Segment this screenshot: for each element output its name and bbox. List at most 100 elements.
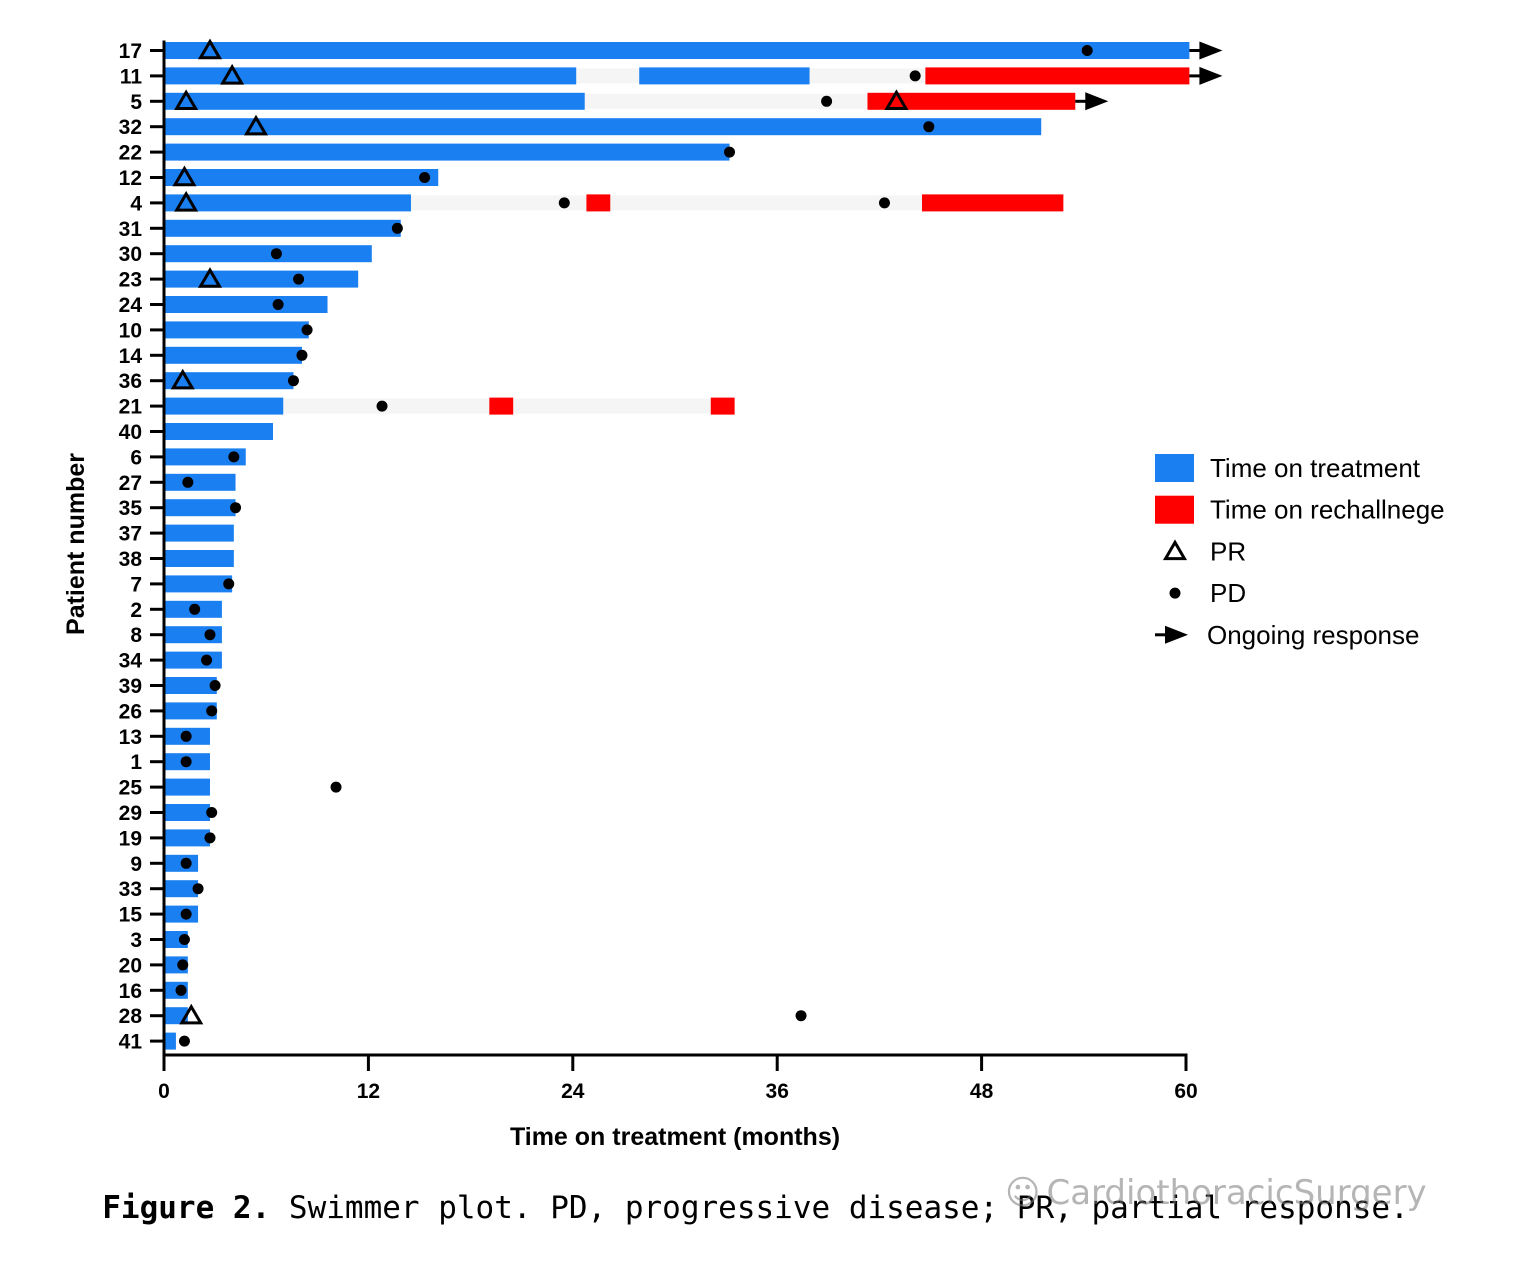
x-tick-label-48: 48 (970, 1080, 994, 1103)
y-tick-label-36: 36 (119, 370, 142, 393)
pd-marker-19 (204, 832, 216, 844)
markers-layer (170, 38, 1223, 1047)
treatment-bar-11 (639, 67, 810, 85)
treatment-bar-12 (164, 169, 439, 186)
pd-marker-29 (206, 807, 218, 818)
x-axis-label: Time on treatment (months) (510, 1123, 840, 1151)
pr-marker-23 (197, 267, 223, 288)
watermark-text: CardiothoracicSurgery (1046, 1173, 1427, 1213)
y-tick-label-20: 20 (119, 954, 142, 977)
bars-layer (164, 42, 1190, 1050)
pd-marker-20 (177, 959, 189, 971)
legend-item-treatment: Time on treatment (1155, 453, 1421, 483)
pd-marker-2 (189, 603, 201, 615)
y-tick-label-26: 26 (119, 700, 142, 723)
pd-marker-39 (209, 680, 221, 691)
y-axis-label: Patient number (62, 453, 90, 635)
arrow-head (1085, 92, 1109, 111)
pd-marker-36 (287, 375, 299, 387)
y-tick-label-37: 37 (119, 523, 142, 546)
y-tick-label-33: 33 (119, 878, 142, 901)
legend-item-ongoing: Ongoing response (1155, 620, 1419, 650)
pd-marker-3 (178, 934, 190, 945)
y-tick-label-5: 5 (130, 91, 142, 114)
gap-line (410, 195, 1064, 211)
x-tick-label-12: 12 (357, 1080, 380, 1103)
pr-marker-4 (174, 190, 199, 212)
treatment-bar-31 (164, 219, 401, 237)
treatment-bar-40 (164, 423, 274, 440)
rechallenge-bar-21 (710, 397, 735, 415)
legend-pd-dot (1169, 587, 1181, 599)
arrow-head (1165, 625, 1188, 644)
rechallenge-bar-21 (489, 397, 514, 415)
x-tick-label-60: 60 (1174, 1080, 1197, 1103)
y-tick-label-40: 40 (119, 421, 142, 444)
legend: Time on treatment Time on rechallnege PR PD… (1155, 453, 1445, 650)
y-tick-label-7: 7 (130, 573, 142, 596)
caption-label: Figure 2. (102, 1190, 271, 1226)
legend-swatch-rechallenge (1155, 495, 1194, 524)
pd-marker-30 (270, 248, 282, 260)
y-tick-label-2: 2 (130, 599, 142, 622)
pd-marker-7 (223, 578, 235, 590)
pd-marker-4 (558, 197, 570, 209)
pd-marker-27 (182, 476, 194, 488)
treatment-bar-10 (164, 321, 309, 339)
pd-marker-28 (795, 1010, 807, 1022)
treatment-bar-5 (164, 92, 585, 110)
treatment-bar-21 (164, 397, 284, 415)
treatment-bar-26 (164, 702, 217, 720)
y-tick-label-12: 12 (119, 167, 142, 190)
y-tick-label-30: 30 (119, 243, 142, 266)
y-tick-label-34: 34 (119, 650, 143, 673)
y-tick-label-22: 22 (119, 142, 142, 165)
treatment-bar-30 (164, 245, 372, 263)
ongoing-arrow-5 (1075, 92, 1109, 111)
treatment-bar-25 (164, 778, 210, 796)
pd-marker-35 (230, 502, 242, 514)
y-tick-label-38: 38 (119, 548, 143, 571)
treatment-bar-41 (164, 1032, 176, 1050)
pd-marker-26 (206, 705, 218, 717)
y-tick-label-4: 4 (130, 192, 142, 215)
pr-marker-11 (220, 63, 245, 85)
y-tick-label-17: 17 (119, 40, 142, 63)
pd-marker-24 (272, 299, 284, 310)
treatment-bar-17 (164, 42, 1190, 59)
y-tick-label-3: 3 (130, 929, 142, 952)
y-tick-label-39: 39 (119, 675, 142, 698)
wechat-icon: ☺ (1005, 1173, 1041, 1213)
y-tick-label-29: 29 (119, 802, 142, 825)
y-tick-label-41: 41 (119, 1031, 143, 1054)
treatment-bar-4 (164, 194, 411, 212)
y-tick-label-6: 6 (130, 446, 142, 469)
y-tick-label-15: 15 (119, 904, 143, 927)
legend-label-pr: PR (1210, 536, 1246, 566)
treatment-bar-38 (164, 550, 234, 567)
y-tick-label-32: 32 (119, 116, 142, 139)
axes-layer: 1711532221243130232410143621406273537387… (119, 40, 1198, 1103)
pd-marker-1 (180, 756, 192, 768)
pr-marker-36 (170, 368, 195, 390)
pd-marker-13 (180, 730, 192, 742)
treatment-bar-23 (164, 270, 359, 288)
ongoing-arrow-17 (1189, 41, 1223, 60)
pd-marker-33 (192, 883, 204, 895)
figure-caption: Figure 2. Swimmer plot. PD, progressive … (0, 1190, 1511, 1226)
y-tick-label-14: 14 (119, 345, 143, 368)
pr-marker-32 (243, 114, 269, 136)
pd-marker-15 (180, 908, 192, 920)
y-tick-label-8: 8 (130, 624, 142, 647)
pd-marker-22 (724, 146, 736, 158)
rechallenge-bar-11 (925, 67, 1190, 85)
watermark: ☺ CardiothoracicSurgery (1005, 1168, 1427, 1218)
legend-label-rechallenge: Time on rechallnege (1210, 495, 1445, 525)
x-tick-label-36: 36 (766, 1080, 789, 1103)
treatment-bar-24 (164, 296, 328, 313)
rechallenge-bar-4 (921, 194, 1064, 212)
arrow-head (1199, 66, 1223, 85)
treatment-bar-11 (164, 67, 577, 85)
arrow-head (1199, 41, 1223, 60)
